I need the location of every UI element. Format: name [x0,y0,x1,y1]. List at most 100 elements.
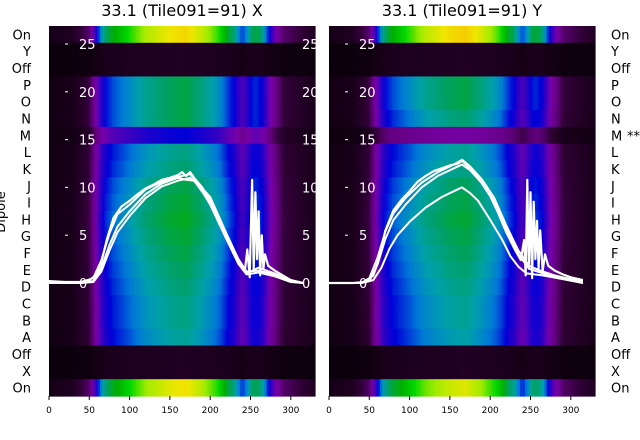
heatmap-cell [191,278,195,296]
heatmap-cell [80,295,84,313]
heatmap-cell [420,244,424,263]
heatmap-cell [481,59,485,78]
heatmap-cell [182,194,186,212]
heatmap-cell [524,278,528,296]
heatmap-cell [483,328,487,347]
heatmap-cell [558,26,562,44]
heatmap-cell [312,143,316,162]
heatmap-cell [143,110,147,128]
heatmap-cell [312,328,316,347]
heatmap-cell [493,227,497,246]
heatmap-cell [133,227,137,246]
heatmap-cell [341,244,345,263]
heatmap-cell [590,278,594,296]
heatmap-cell [353,227,357,246]
heatmap-cell [104,93,108,111]
heatmap-cell [399,261,403,279]
heatmap-cell [220,345,224,363]
heatmap-cell [182,278,186,296]
heatmap-cell [505,278,509,296]
heatmap-cell [184,295,188,313]
heatmap-cell [389,177,393,195]
heatmap-cell [345,26,349,44]
heatmap-cell [512,295,516,313]
heatmap-cell [585,345,589,363]
heatmap-cell [524,328,528,347]
heatmap-cell [128,244,132,263]
heatmap-cell [367,328,371,347]
heatmap-cell [261,143,265,162]
heatmap-cell [133,261,137,279]
heatmap-cell [462,362,466,380]
heatmap-cell [312,110,316,128]
heatmap-cell [206,160,210,178]
heatmap-cell [495,244,499,263]
heatmap-cell [399,278,403,296]
heatmap-cell [70,126,74,145]
heatmap-cell [425,345,429,363]
heatmap-cell [350,227,354,246]
heatmap-cell [353,76,357,94]
heatmap-cell [481,227,485,246]
heatmap-cell [107,160,111,178]
heatmap-cell [119,362,123,380]
heatmap-cell [99,211,103,229]
heatmap-cell [578,143,582,162]
heatmap-cell [486,126,490,145]
heatmap-cell [488,42,492,61]
heatmap-cell [362,261,366,279]
x-tick-label: 50 [84,406,96,416]
heatmap-cell [507,143,511,162]
heatmap-cell [136,278,140,296]
heatmap-cell [529,93,533,111]
heatmap-cell [524,93,528,111]
heatmap-cell [203,244,207,263]
heatmap-cell [162,295,166,313]
heatmap-cell [500,227,504,246]
heatmap-cell [198,26,202,44]
heatmap-cell [162,345,166,363]
heatmap-cell [515,278,519,296]
heatmap-cell [462,311,466,330]
heatmap-cell [432,244,436,263]
heatmap-cell [140,26,144,44]
heatmap-cell [488,295,492,313]
heatmap-cell [150,278,154,296]
heatmap-cell [411,379,415,397]
heatmap-cell [430,126,434,145]
heatmap-cell [394,126,398,145]
heatmap-cell [558,211,562,229]
heatmap-cell [389,379,393,397]
heatmap-cell [145,126,149,145]
heatmap-cell [498,211,502,229]
heatmap-cell [182,160,186,178]
heatmap-cell [437,42,441,61]
heatmap-cell [225,379,229,397]
heatmap-cell [290,311,294,330]
row-label: E [611,264,619,279]
heatmap-cell [104,59,108,78]
heatmap-cell [225,194,229,212]
heatmap-cell [218,59,222,78]
heatmap-cell [145,295,149,313]
heatmap-cell [167,345,171,363]
heatmap-cell [435,143,439,162]
heatmap-cell [157,59,161,78]
heatmap-cell [449,311,453,330]
heatmap-cell [524,362,528,380]
heatmap-cell [114,244,118,263]
heatmap-cell [534,328,538,347]
heatmap-cell [247,126,251,145]
heatmap-cell [148,362,152,380]
heatmap-cell [177,244,181,263]
heatmap-cell [447,143,451,162]
heatmap-cell [136,345,140,363]
heatmap-cell [174,59,178,78]
heatmap-cell [80,227,84,246]
heatmap-cell [471,379,475,397]
heatmap-cell [271,362,275,380]
heatmap-cell [145,244,149,263]
heatmap-cell [464,126,468,145]
heatmap-cell [590,26,594,44]
heatmap-cell [580,278,584,296]
